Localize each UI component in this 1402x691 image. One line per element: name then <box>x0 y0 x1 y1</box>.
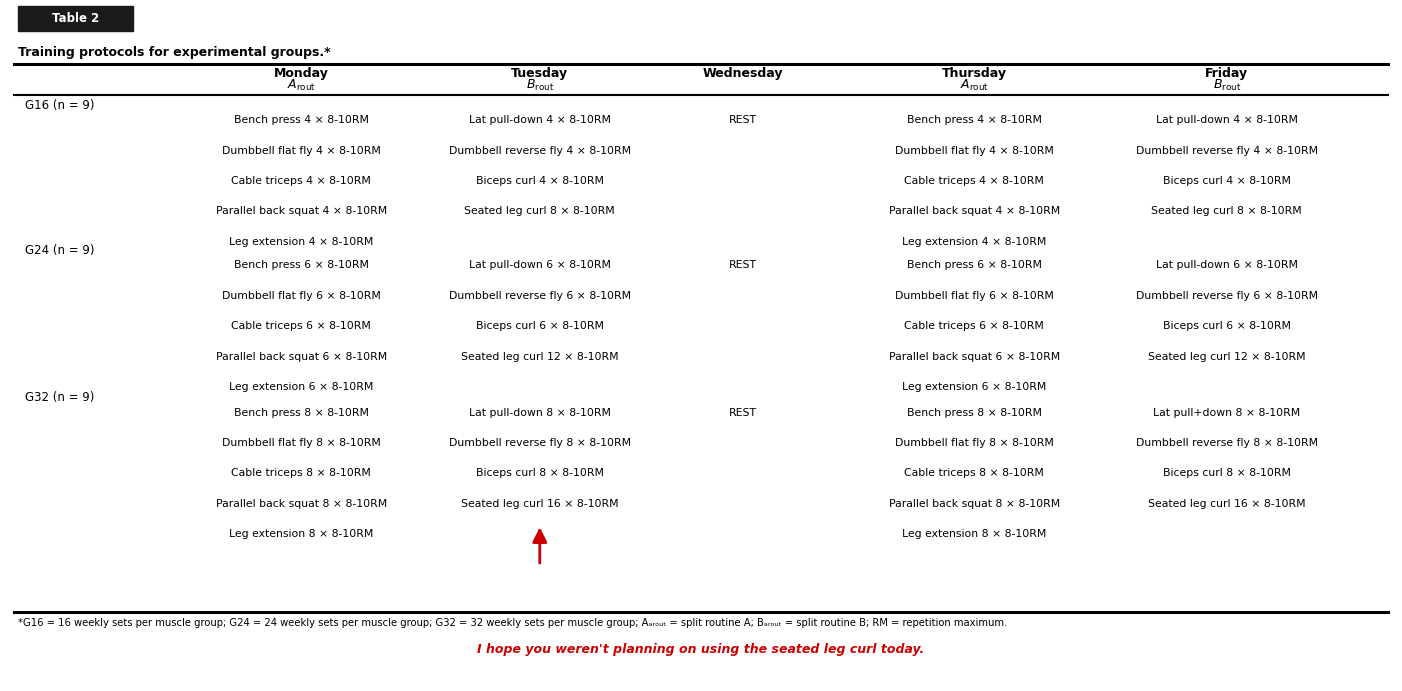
Text: Leg extension 4 × 8-10RM: Leg extension 4 × 8-10RM <box>230 237 373 247</box>
Text: Cable triceps 4 × 8-10RM: Cable triceps 4 × 8-10RM <box>231 176 372 186</box>
Text: I hope you weren't planning on using the seated leg curl today.: I hope you weren't planning on using the… <box>477 643 925 656</box>
Text: Seated leg curl 8 × 8-10RM: Seated leg curl 8 × 8-10RM <box>464 207 615 216</box>
Text: Dumbbell reverse fly 8 × 8-10RM: Dumbbell reverse fly 8 × 8-10RM <box>449 438 631 448</box>
Text: Dumbbell reverse fly 4 × 8-10RM: Dumbbell reverse fly 4 × 8-10RM <box>1136 146 1318 155</box>
Text: REST: REST <box>729 261 757 270</box>
Text: Dumbbell reverse fly 6 × 8-10RM: Dumbbell reverse fly 6 × 8-10RM <box>449 291 631 301</box>
Text: $A_{\rm rout}$: $A_{\rm rout}$ <box>287 78 315 93</box>
Text: $B_{\rm rout}$: $B_{\rm rout}$ <box>1213 78 1241 93</box>
Text: Leg extension 8 × 8-10RM: Leg extension 8 × 8-10RM <box>230 529 373 539</box>
Text: Seated leg curl 12 × 8-10RM: Seated leg curl 12 × 8-10RM <box>461 352 618 361</box>
Text: Parallel back squat 8 × 8-10RM: Parallel back squat 8 × 8-10RM <box>216 499 387 509</box>
Text: Training protocols for experimental groups.*: Training protocols for experimental grou… <box>18 46 331 59</box>
Text: Thursday: Thursday <box>942 68 1007 80</box>
Text: Dumbbell flat fly 4 × 8-10RM: Dumbbell flat fly 4 × 8-10RM <box>894 146 1054 155</box>
Text: $B_{\rm rout}$: $B_{\rm rout}$ <box>526 78 554 93</box>
Text: Seated leg curl 12 × 8-10RM: Seated leg curl 12 × 8-10RM <box>1148 352 1305 361</box>
Text: Dumbbell reverse fly 6 × 8-10RM: Dumbbell reverse fly 6 × 8-10RM <box>1136 291 1318 301</box>
Text: Dumbbell flat fly 8 × 8-10RM: Dumbbell flat fly 8 × 8-10RM <box>222 438 381 448</box>
Text: REST: REST <box>729 408 757 417</box>
Text: Dumbbell flat fly 8 × 8-10RM: Dumbbell flat fly 8 × 8-10RM <box>894 438 1054 448</box>
Text: REST: REST <box>729 115 757 125</box>
Text: Parallel back squat 4 × 8-10RM: Parallel back squat 4 × 8-10RM <box>216 207 387 216</box>
Text: Tuesday: Tuesday <box>512 68 568 80</box>
Text: Lat pull-down 6 × 8-10RM: Lat pull-down 6 × 8-10RM <box>468 261 611 270</box>
Text: Biceps curl 6 × 8-10RM: Biceps curl 6 × 8-10RM <box>475 321 604 331</box>
Text: Leg extension 6 × 8-10RM: Leg extension 6 × 8-10RM <box>230 382 373 392</box>
Text: Bench press 4 × 8-10RM: Bench press 4 × 8-10RM <box>907 115 1042 125</box>
Text: Bench press 8 × 8-10RM: Bench press 8 × 8-10RM <box>234 408 369 417</box>
Text: Dumbbell flat fly 4 × 8-10RM: Dumbbell flat fly 4 × 8-10RM <box>222 146 381 155</box>
Text: G32 (n = 9): G32 (n = 9) <box>25 391 94 404</box>
Text: Dumbbell flat fly 6 × 8-10RM: Dumbbell flat fly 6 × 8-10RM <box>222 291 381 301</box>
Text: Parallel back squat 8 × 8-10RM: Parallel back squat 8 × 8-10RM <box>889 499 1060 509</box>
Text: Dumbbell reverse fly 4 × 8-10RM: Dumbbell reverse fly 4 × 8-10RM <box>449 146 631 155</box>
Text: Lat pull-down 4 × 8-10RM: Lat pull-down 4 × 8-10RM <box>468 115 611 125</box>
Text: Lat pull-down 8 × 8-10RM: Lat pull-down 8 × 8-10RM <box>468 408 611 417</box>
Text: Biceps curl 4 × 8-10RM: Biceps curl 4 × 8-10RM <box>475 176 604 186</box>
Text: Bench press 6 × 8-10RM: Bench press 6 × 8-10RM <box>234 261 369 270</box>
Text: Cable triceps 8 × 8-10RM: Cable triceps 8 × 8-10RM <box>231 468 372 478</box>
Text: Lat pull-down 6 × 8-10RM: Lat pull-down 6 × 8-10RM <box>1155 261 1298 270</box>
Text: Biceps curl 6 × 8-10RM: Biceps curl 6 × 8-10RM <box>1162 321 1291 331</box>
Text: Biceps curl 8 × 8-10RM: Biceps curl 8 × 8-10RM <box>1162 468 1291 478</box>
Text: Dumbbell flat fly 6 × 8-10RM: Dumbbell flat fly 6 × 8-10RM <box>894 291 1054 301</box>
Text: G24 (n = 9): G24 (n = 9) <box>25 244 95 256</box>
Text: Cable triceps 8 × 8-10RM: Cable triceps 8 × 8-10RM <box>904 468 1044 478</box>
Text: Seated leg curl 16 × 8-10RM: Seated leg curl 16 × 8-10RM <box>461 499 618 509</box>
Text: Dumbbell reverse fly 8 × 8-10RM: Dumbbell reverse fly 8 × 8-10RM <box>1136 438 1318 448</box>
Text: Wednesday: Wednesday <box>702 68 784 80</box>
Text: Cable triceps 6 × 8-10RM: Cable triceps 6 × 8-10RM <box>904 321 1044 331</box>
Text: Parallel back squat 4 × 8-10RM: Parallel back squat 4 × 8-10RM <box>889 207 1060 216</box>
Text: Parallel back squat 6 × 8-10RM: Parallel back squat 6 × 8-10RM <box>216 352 387 361</box>
Text: Monday: Monday <box>273 68 329 80</box>
Text: Friday: Friday <box>1206 68 1248 80</box>
Text: Parallel back squat 6 × 8-10RM: Parallel back squat 6 × 8-10RM <box>889 352 1060 361</box>
Text: Leg extension 4 × 8-10RM: Leg extension 4 × 8-10RM <box>903 237 1046 247</box>
Text: Lat pull-down 4 × 8-10RM: Lat pull-down 4 × 8-10RM <box>1155 115 1298 125</box>
Text: Biceps curl 8 × 8-10RM: Biceps curl 8 × 8-10RM <box>475 468 604 478</box>
Text: Cable triceps 6 × 8-10RM: Cable triceps 6 × 8-10RM <box>231 321 372 331</box>
Text: Bench press 8 × 8-10RM: Bench press 8 × 8-10RM <box>907 408 1042 417</box>
Text: Leg extension 8 × 8-10RM: Leg extension 8 × 8-10RM <box>903 529 1046 539</box>
Text: *G16 = 16 weekly sets per muscle group; G24 = 24 weekly sets per muscle group; G: *G16 = 16 weekly sets per muscle group; … <box>18 618 1008 628</box>
Text: Seated leg curl 8 × 8-10RM: Seated leg curl 8 × 8-10RM <box>1151 207 1302 216</box>
FancyBboxPatch shape <box>18 6 133 31</box>
Text: Lat pull+down 8 × 8-10RM: Lat pull+down 8 × 8-10RM <box>1152 408 1301 417</box>
Text: Cable triceps 4 × 8-10RM: Cable triceps 4 × 8-10RM <box>904 176 1044 186</box>
Text: Bench press 6 × 8-10RM: Bench press 6 × 8-10RM <box>907 261 1042 270</box>
Text: $A_{\rm rout}$: $A_{\rm rout}$ <box>960 78 988 93</box>
Text: Bench press 4 × 8-10RM: Bench press 4 × 8-10RM <box>234 115 369 125</box>
Text: G16 (n = 9): G16 (n = 9) <box>25 99 95 111</box>
Text: Seated leg curl 16 × 8-10RM: Seated leg curl 16 × 8-10RM <box>1148 499 1305 509</box>
Text: Biceps curl 4 × 8-10RM: Biceps curl 4 × 8-10RM <box>1162 176 1291 186</box>
Text: Table 2: Table 2 <box>52 12 100 25</box>
Text: Leg extension 6 × 8-10RM: Leg extension 6 × 8-10RM <box>903 382 1046 392</box>
